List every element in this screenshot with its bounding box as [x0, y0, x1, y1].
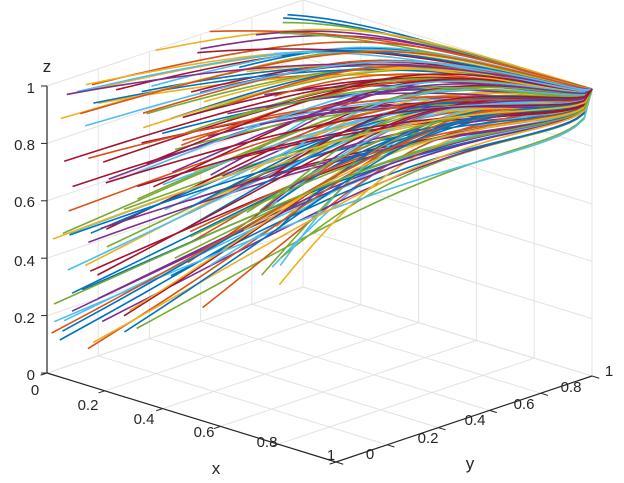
trajectory-line	[53, 88, 593, 305]
z-tick-0.2: 0.2	[14, 310, 35, 327]
x-axis-line	[46, 372, 337, 463]
gridline	[220, 339, 477, 427]
x-tick-0.2: 0.2	[78, 397, 99, 414]
trajectory-line	[53, 88, 593, 323]
y-tick-0: 0	[366, 446, 374, 463]
trajectory-line	[84, 60, 593, 127]
trajectory-line	[172, 83, 593, 173]
y-tick-mark	[387, 444, 395, 448]
x-tick-mark	[156, 408, 163, 412]
gridline	[46, 286, 304, 374]
trajectory-line	[105, 88, 593, 184]
y-axis-label: y	[466, 454, 475, 473]
gridline	[251, 303, 541, 394]
trajectory-line	[284, 88, 593, 157]
trajectory-line	[66, 63, 593, 96]
gridline	[302, 286, 593, 377]
trajectory-line	[179, 88, 593, 175]
trajectory-line	[226, 86, 593, 121]
x-tick-0.6: 0.6	[194, 424, 215, 441]
gridline	[149, 338, 439, 429]
trajectory-line	[268, 88, 593, 179]
gridline	[200, 320, 490, 411]
z-tick-1: 1	[27, 80, 35, 97]
x-tick-mark	[329, 461, 337, 465]
x-tick-mark	[98, 390, 105, 394]
trajectory-line	[92, 88, 593, 344]
z-tick-0: 0	[27, 367, 35, 384]
trajectory-line	[71, 88, 593, 312]
gridline	[278, 357, 535, 445]
trajectory-line	[52, 88, 593, 240]
y-tick-0.4: 0.4	[465, 412, 486, 429]
trajectory-line	[91, 41, 593, 90]
gridline	[46, 0, 304, 87]
trajectory-line	[155, 28, 593, 90]
y-axis-line	[335, 375, 593, 463]
y-tick-0.2: 0.2	[418, 430, 439, 447]
x-tick-mark	[213, 425, 221, 430]
gridline	[104, 304, 361, 392]
y-tick-mark	[540, 392, 549, 396]
y-tick-mark	[591, 375, 600, 379]
gridline	[162, 322, 419, 410]
gridline	[302, 229, 593, 320]
trajectory-line	[137, 88, 593, 188]
y-tick-mark	[335, 461, 344, 465]
trajectory-line	[136, 88, 593, 330]
trajectory-line	[189, 88, 593, 233]
gridline	[98, 355, 388, 446]
trajectory-line	[121, 80, 593, 180]
z-tick-0.4: 0.4	[14, 253, 35, 270]
y-tick-mark	[489, 409, 497, 414]
y-tick-1: 1	[605, 363, 613, 380]
z-axis-label: z	[43, 57, 52, 76]
trajectory-line	[243, 88, 593, 232]
x-tick-0.8: 0.8	[257, 434, 278, 451]
y-tick-0.8: 0.8	[561, 379, 582, 396]
x-tick-0: 0	[31, 382, 39, 399]
trajectory-line	[80, 50, 593, 115]
x-tick-1: 1	[327, 447, 335, 464]
y-tick-0.6: 0.6	[514, 396, 535, 413]
x-tick-mark	[271, 443, 279, 447]
y-tick-mark	[438, 427, 446, 431]
axes-frame	[40, 85, 600, 465]
z-tick-0.6: 0.6	[14, 194, 35, 211]
trajectory-line	[123, 88, 593, 333]
x-tick-0.4: 0.4	[134, 411, 155, 428]
trajectory-curves	[51, 13, 593, 350]
x-axis-label: x	[212, 459, 221, 478]
z-tick-0.8: 0.8	[14, 137, 35, 154]
trajectory-line	[189, 88, 593, 209]
trajectory-line	[62, 86, 593, 235]
gridline	[46, 229, 304, 317]
gridline	[302, 171, 593, 262]
